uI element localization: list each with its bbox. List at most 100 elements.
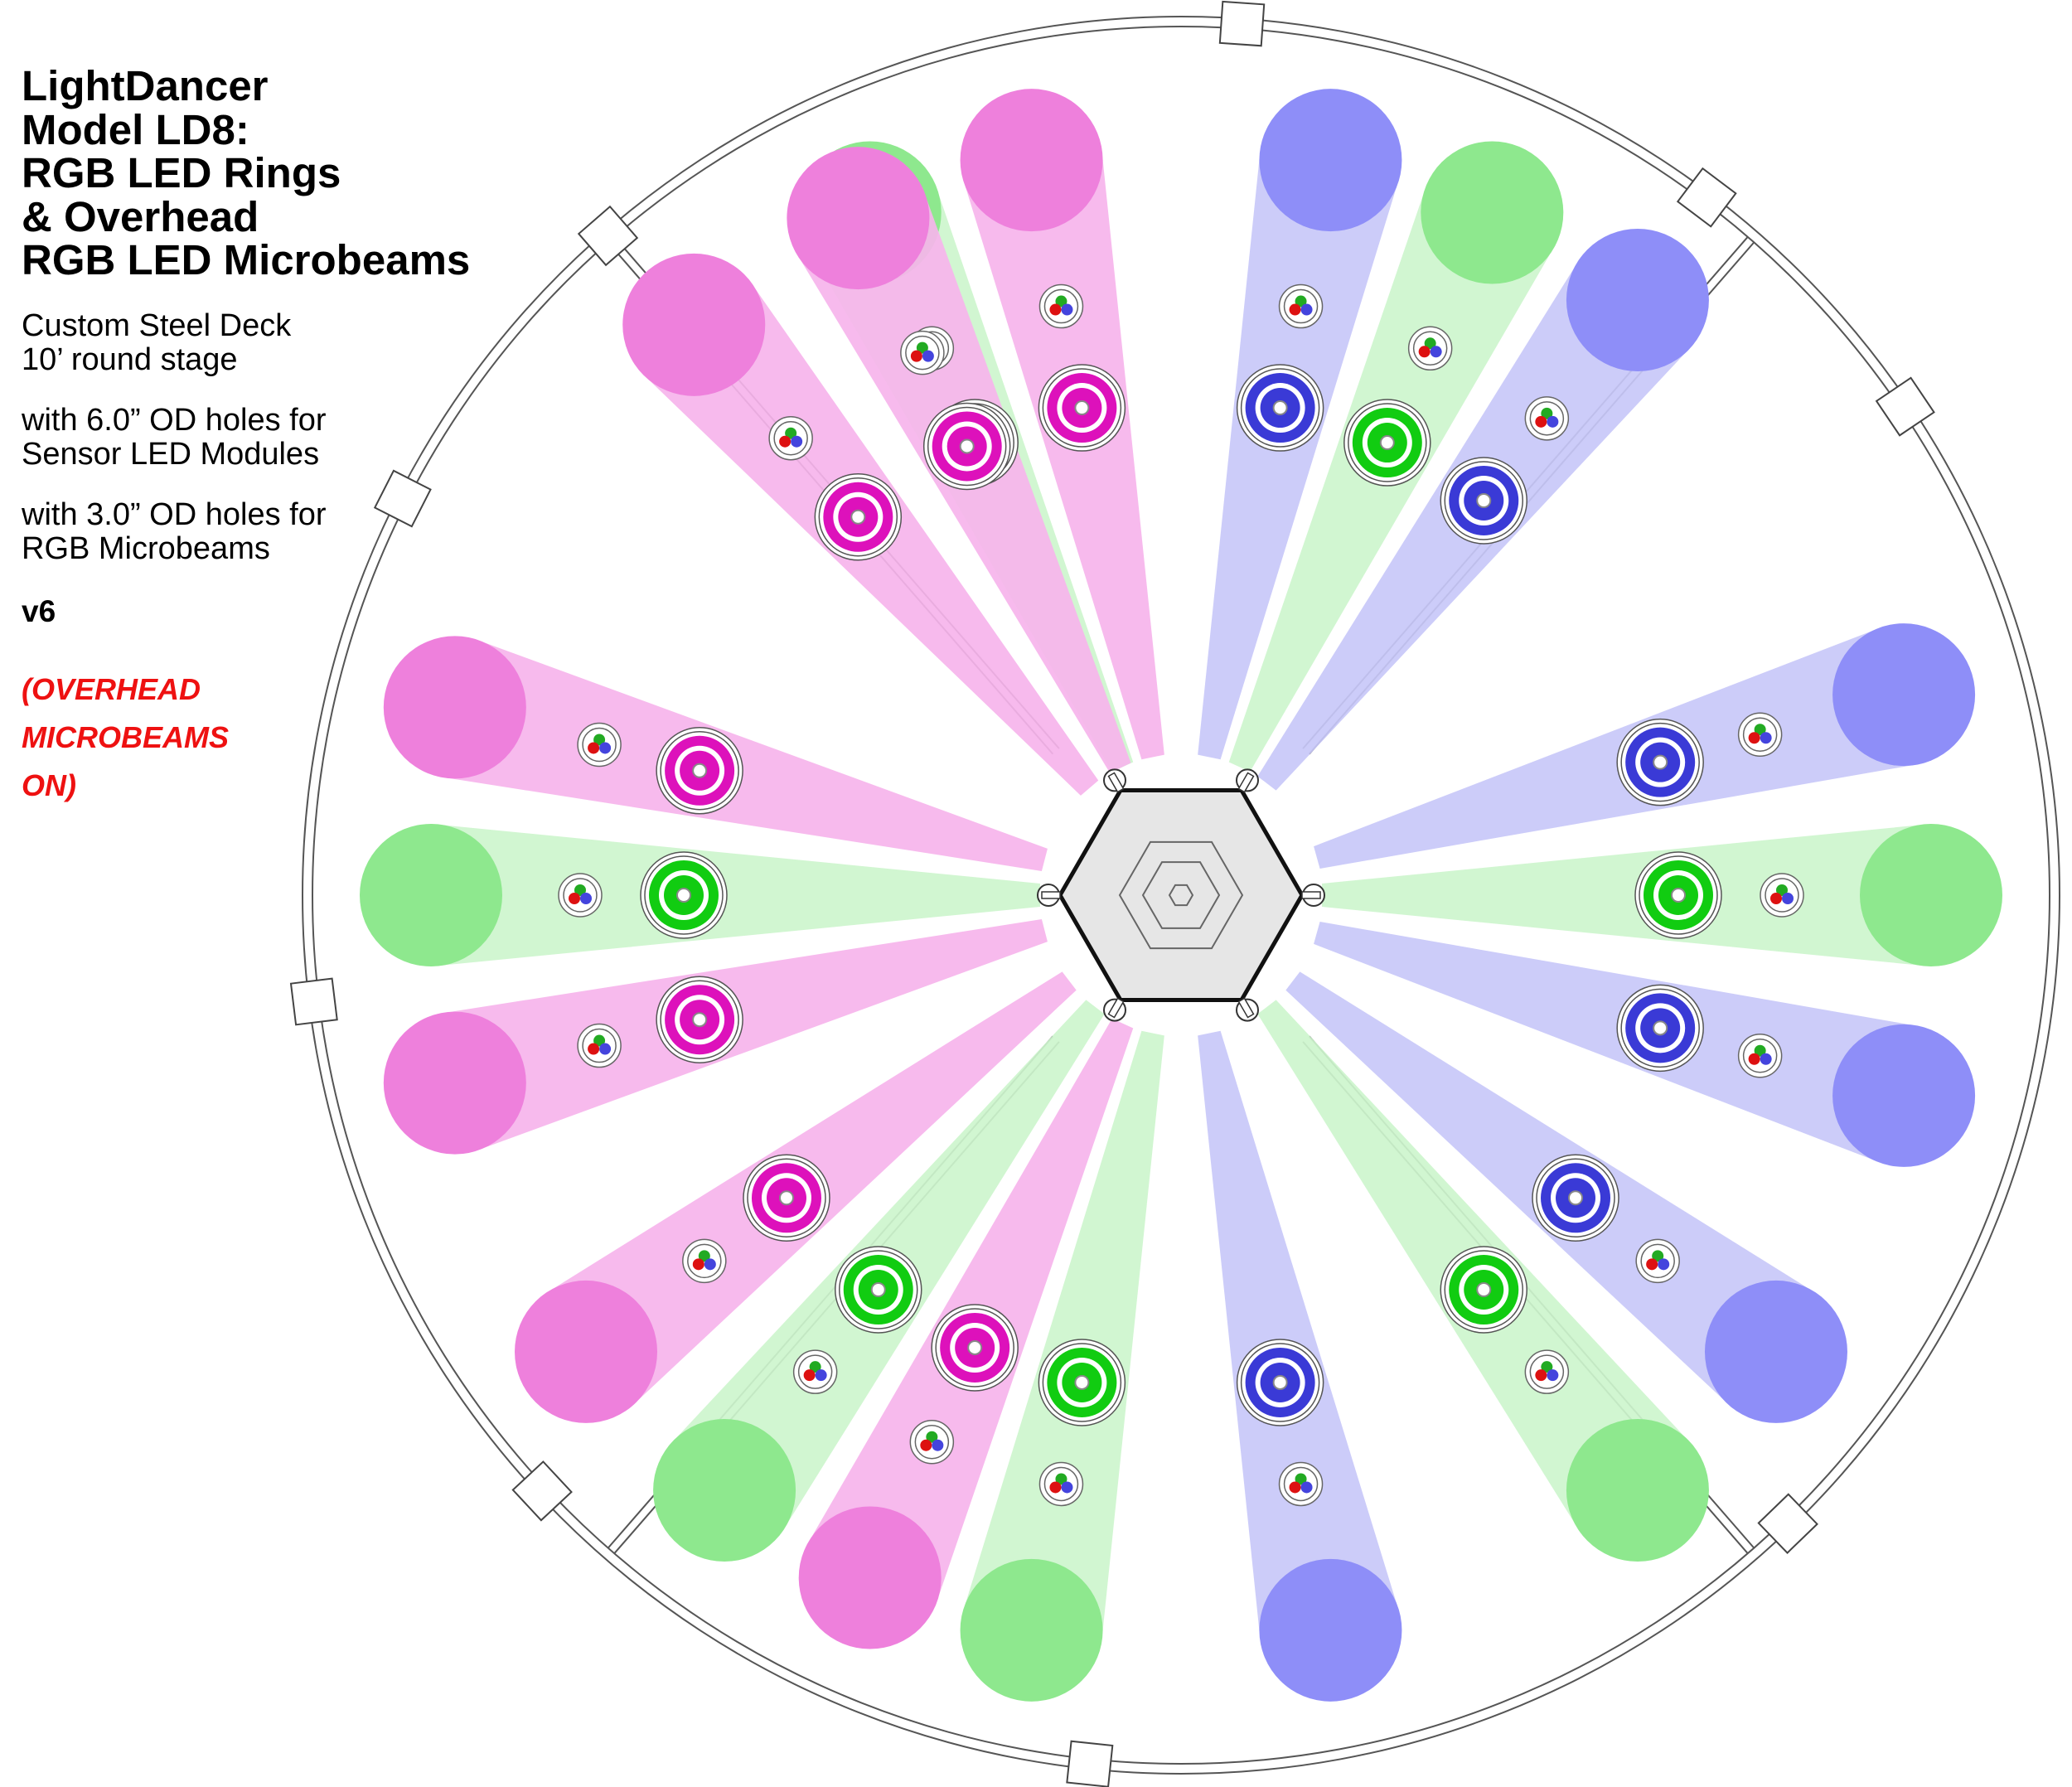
module-rim <box>1042 1343 1122 1422</box>
green-led <box>1754 724 1766 736</box>
mounting-bolt <box>1107 997 1125 1019</box>
red-led <box>1049 303 1062 316</box>
sensor-lens <box>1653 1020 1668 1036</box>
green-led <box>785 427 797 439</box>
microbeam-status: (OVERHEAD MICROBEAMS ON) <box>22 666 552 810</box>
sensor-lens <box>692 763 708 778</box>
module-rim <box>1536 1158 1615 1238</box>
light-beam <box>1314 921 1924 1165</box>
green-led <box>593 734 606 746</box>
blue-led <box>1760 1053 1772 1065</box>
stage-line: 10’ round stage <box>22 341 238 377</box>
blue-led <box>599 1043 612 1055</box>
green-led <box>1055 1473 1067 1485</box>
microbeam-rim <box>1412 331 1448 366</box>
sensor-lens <box>1476 1282 1492 1298</box>
floor-spot <box>383 1011 526 1155</box>
module-rim <box>660 731 739 811</box>
square-bracket-icon <box>1875 376 1935 437</box>
floor-spot <box>1832 1024 1976 1167</box>
sensor-lens <box>676 888 691 903</box>
green-led <box>916 341 928 354</box>
hub-center-hexagon <box>1168 884 1194 907</box>
red-led <box>588 742 600 754</box>
light-beam <box>961 1030 1164 1644</box>
red-led <box>1289 1481 1301 1494</box>
red-led <box>588 1043 600 1055</box>
info-panel: LightDancer Model LD8: RGB LED Rings & O… <box>22 64 552 810</box>
microbeam-rim <box>1765 878 1799 913</box>
green-led <box>1541 407 1553 419</box>
red-led <box>1289 303 1301 316</box>
microbeam-rim <box>1640 1243 1675 1279</box>
light-beam <box>1198 146 1401 760</box>
square-bracket-icon <box>1218 0 1266 47</box>
module-rim <box>1620 988 1700 1068</box>
mounting-bolt <box>1237 772 1255 793</box>
floor-spot <box>360 824 502 966</box>
floor-spot <box>1259 1558 1402 1702</box>
mounting-bolt <box>1301 891 1321 899</box>
green-led <box>809 1361 821 1373</box>
green-led <box>1776 884 1788 896</box>
microbeam-rim <box>687 1243 722 1279</box>
microbeam-rim <box>582 727 617 763</box>
green-led <box>1541 1361 1553 1373</box>
mounting-bolt <box>1041 891 1061 899</box>
floor-fixtures <box>558 283 1804 1507</box>
stage-edge <box>302 16 2060 1775</box>
module-rim <box>1639 855 1718 935</box>
blue-led <box>1547 415 1559 428</box>
floor-spot <box>1421 141 1564 284</box>
red-led <box>1770 893 1782 904</box>
red-led <box>1535 415 1547 428</box>
blue-led <box>1547 1369 1559 1382</box>
square-bracket-icon <box>511 1460 573 1522</box>
floor-spot <box>515 1280 658 1423</box>
microbeam-rim <box>1742 1038 1778 1073</box>
blue-led <box>1061 303 1073 316</box>
floor-spot <box>960 89 1103 232</box>
sensor-lens <box>967 1339 983 1355</box>
sensor-lens <box>778 1190 794 1206</box>
square-bracket-icon <box>1676 167 1737 228</box>
square-bracket-icon <box>577 205 639 267</box>
stage-edge-inner <box>312 26 2050 1765</box>
floor-spot <box>1704 1280 1847 1423</box>
green-led <box>1295 295 1307 308</box>
title-line: RGB LED Microbeams <box>22 236 471 283</box>
status-line: ON) <box>22 768 76 802</box>
module-rim <box>838 1250 918 1329</box>
blue-led <box>1430 346 1442 358</box>
module-rim <box>1348 403 1427 482</box>
sensor-lens <box>959 438 975 454</box>
red-led <box>1748 1053 1760 1065</box>
microbeam-rim <box>905 335 940 370</box>
hub-core-hexagon <box>1141 861 1221 929</box>
blue-led <box>580 893 592 904</box>
microbeam-rim <box>563 878 598 913</box>
light-beam <box>1314 626 1924 869</box>
red-led <box>910 350 922 362</box>
floor-spot <box>653 1418 796 1562</box>
sensor-lens <box>1653 754 1668 770</box>
blue-led <box>922 350 934 362</box>
floor-spot <box>787 147 930 290</box>
microbeam-rim <box>1043 1466 1079 1502</box>
red-led <box>1049 1481 1062 1494</box>
module-rim <box>1240 1343 1320 1422</box>
version-label: v6 <box>22 593 56 628</box>
module-rim <box>660 980 739 1059</box>
red-led <box>779 435 792 448</box>
floor-spot <box>1566 229 1709 372</box>
beam-hole-line: with 3.0” OD holes for <box>22 496 327 532</box>
light-beam <box>1322 824 1931 966</box>
green-led <box>593 1034 606 1047</box>
floor-spot <box>1832 623 1976 767</box>
sensor-lens <box>1272 1374 1288 1390</box>
green-led <box>574 884 586 896</box>
green-led <box>698 1250 710 1262</box>
title-line: RGB LED Rings <box>22 149 341 196</box>
blue-led <box>815 1369 827 1382</box>
